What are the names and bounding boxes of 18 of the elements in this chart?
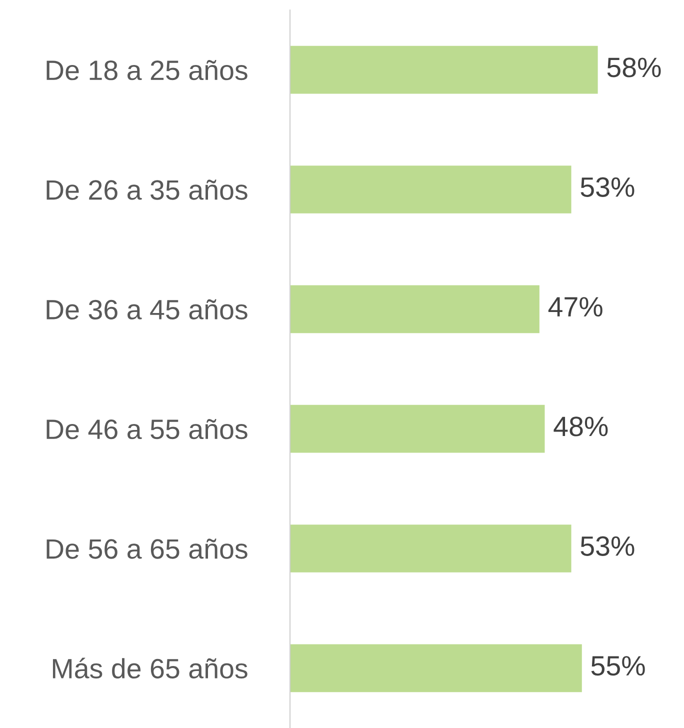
bar	[290, 166, 572, 214]
data-label: 48%	[554, 416, 608, 436]
y-tick-label: De 18 a 25 años	[46, 60, 248, 80]
bar	[290, 285, 540, 334]
data-label: 53%	[580, 536, 634, 556]
bar	[290, 404, 545, 453]
bar	[290, 524, 572, 572]
y-tick-label: De 46 a 55 años	[46, 418, 248, 440]
bar	[290, 46, 598, 94]
data-label: 55%	[591, 656, 645, 676]
y-tick-label: De 56 a 65 años	[46, 538, 248, 559]
data-label: 58%	[607, 58, 661, 78]
data-label: 53%	[580, 177, 634, 197]
bar	[290, 644, 582, 692]
data-label: 47%	[548, 297, 602, 317]
y-tick-label: De 36 a 45 años	[46, 299, 248, 320]
y-tick-label: De 26 a 35 años	[46, 180, 248, 200]
y-tick-label: Más de 65 años	[52, 658, 248, 679]
